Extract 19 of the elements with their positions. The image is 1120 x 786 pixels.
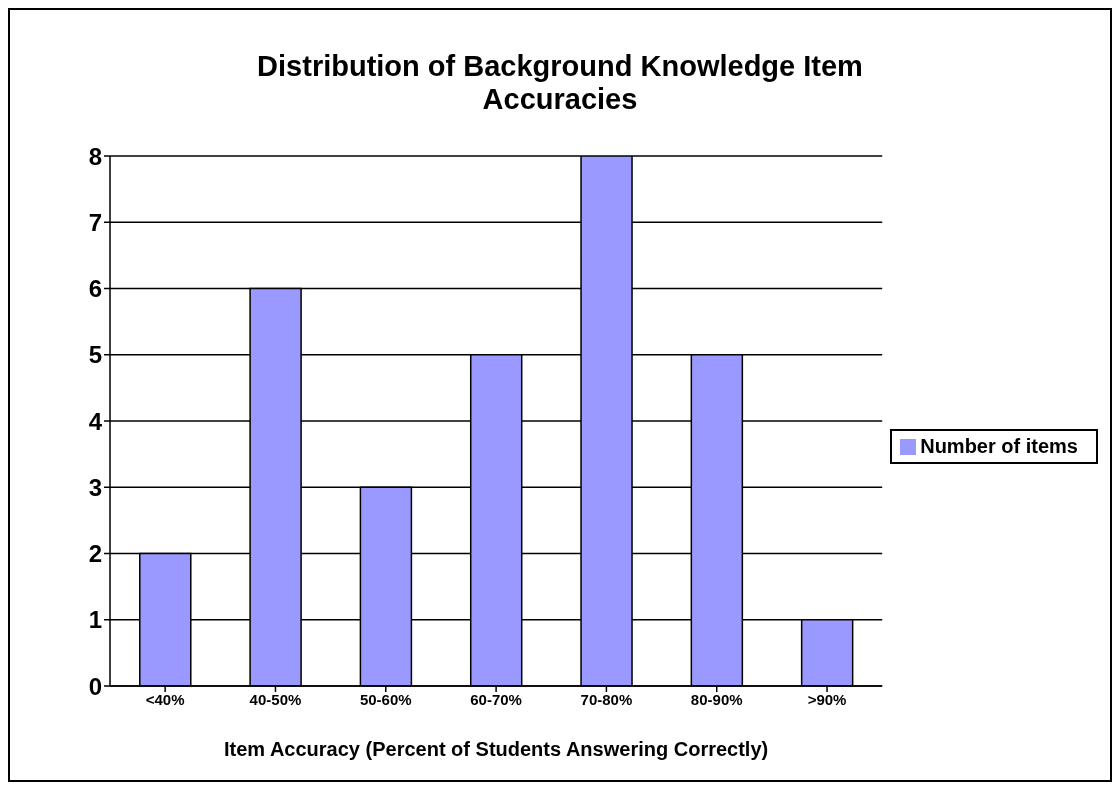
- y-tick-label: 0: [88, 672, 102, 700]
- x-tick-label: 60-70%: [470, 690, 522, 708]
- y-tick-label: 4: [88, 407, 103, 435]
- x-tick-label: <40%: [145, 690, 185, 708]
- x-tick-label: >90%: [807, 690, 847, 708]
- y-tick-label: 2: [88, 540, 102, 568]
- x-tick-label: 50-60%: [359, 690, 412, 708]
- chart-title: Distribution of Background Knowledge Item Accuracies: [256, 50, 864, 116]
- y-tick-label: 3: [88, 473, 102, 501]
- x-axis-title: Item Accuracy (Percent of Students Answering Correctly): [223, 738, 769, 760]
- y-tick-label: 8: [88, 142, 102, 170]
- y-tick-label: 1: [88, 606, 102, 634]
- x-tick-label: 70-80%: [580, 690, 633, 708]
- legend-label: Number of items: [920, 434, 1078, 457]
- y-tick-label: 7: [88, 208, 102, 236]
- x-tick-label: 80-90%: [690, 690, 743, 708]
- y-tick-label: 5: [88, 341, 102, 369]
- x-tick-label: 40-50%: [249, 690, 302, 708]
- y-tick-label: 6: [88, 275, 102, 303]
